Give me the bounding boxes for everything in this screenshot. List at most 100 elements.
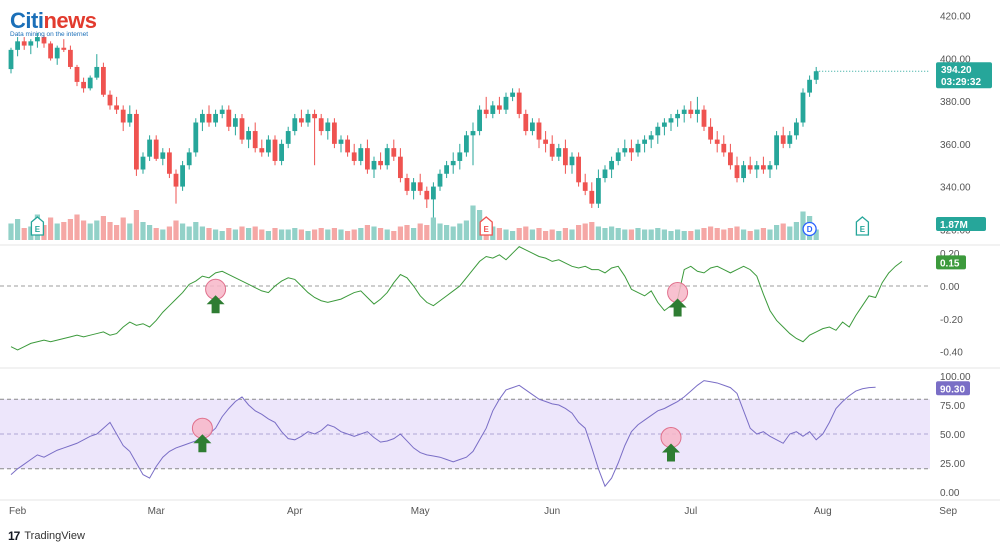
candle[interactable] <box>477 109 482 132</box>
candle[interactable] <box>563 148 568 166</box>
candle[interactable] <box>510 92 515 97</box>
candle[interactable] <box>549 143 555 157</box>
candle[interactable] <box>734 165 740 179</box>
candle[interactable] <box>299 118 304 123</box>
candle[interactable] <box>272 139 278 161</box>
candle[interactable] <box>701 109 707 127</box>
candle[interactable] <box>543 139 548 144</box>
candle[interactable] <box>807 79 812 93</box>
candle[interactable] <box>741 165 746 179</box>
candle[interactable] <box>695 109 700 114</box>
candle[interactable] <box>233 118 238 127</box>
candle[interactable] <box>490 105 496 114</box>
candle[interactable] <box>602 169 608 179</box>
candle[interactable] <box>213 113 218 123</box>
candle[interactable] <box>503 96 509 110</box>
candle[interactable] <box>167 152 172 174</box>
candle[interactable] <box>219 109 225 114</box>
candle[interactable] <box>596 178 601 204</box>
candle[interactable] <box>48 43 53 59</box>
candle[interactable] <box>523 113 529 132</box>
candle[interactable] <box>437 173 443 187</box>
candle[interactable] <box>424 190 430 200</box>
candle[interactable] <box>648 135 654 140</box>
candle[interactable] <box>444 165 449 174</box>
candle[interactable] <box>200 113 205 123</box>
candle[interactable] <box>622 148 628 153</box>
candle[interactable] <box>107 94 113 106</box>
candle[interactable] <box>252 131 258 149</box>
candle[interactable] <box>292 118 298 132</box>
candle[interactable] <box>332 122 337 144</box>
candle[interactable] <box>279 143 284 161</box>
candle[interactable] <box>536 122 542 140</box>
candle[interactable] <box>457 152 463 161</box>
candle[interactable] <box>530 122 535 132</box>
candle[interactable] <box>780 135 786 144</box>
earnings-event-icon[interactable] <box>479 216 493 236</box>
candle[interactable] <box>160 152 166 159</box>
candle[interactable] <box>767 165 773 170</box>
candle[interactable] <box>312 113 317 119</box>
tradingview-footer[interactable]: 17 TradingView <box>8 529 85 543</box>
candle[interactable] <box>338 139 344 144</box>
candle[interactable] <box>569 156 575 166</box>
earnings-event-icon[interactable] <box>855 216 870 236</box>
candle[interactable] <box>15 41 20 50</box>
candle[interactable] <box>259 148 265 153</box>
candle[interactable] <box>345 139 350 153</box>
candle[interactable] <box>134 113 139 170</box>
candle[interactable] <box>675 113 680 119</box>
candle[interactable] <box>668 118 674 123</box>
candle[interactable] <box>483 109 489 114</box>
candle[interactable] <box>365 148 370 170</box>
candle[interactable] <box>378 160 383 166</box>
candle[interactable] <box>411 182 416 191</box>
candle[interactable] <box>556 148 562 157</box>
candle[interactable] <box>754 165 760 170</box>
candle[interactable] <box>74 66 80 82</box>
candle[interactable] <box>688 109 694 114</box>
candle[interactable] <box>325 122 331 132</box>
candle[interactable] <box>391 148 397 157</box>
candle[interactable] <box>662 122 667 127</box>
candle[interactable] <box>681 109 687 114</box>
candle[interactable] <box>266 139 271 153</box>
candle[interactable] <box>147 139 152 157</box>
candle[interactable] <box>497 105 502 110</box>
candle[interactable] <box>239 118 245 140</box>
candle[interactable] <box>714 139 720 144</box>
candle[interactable] <box>761 165 766 170</box>
candle[interactable] <box>635 143 641 153</box>
candle[interactable] <box>226 109 232 127</box>
candle[interactable] <box>774 135 779 166</box>
candle[interactable] <box>516 92 522 114</box>
candle[interactable] <box>747 165 753 170</box>
candle[interactable] <box>305 113 311 123</box>
candle[interactable] <box>285 131 291 144</box>
candle[interactable] <box>173 173 179 187</box>
candle[interactable] <box>642 139 647 144</box>
candle[interactable] <box>404 178 410 191</box>
candle[interactable] <box>81 81 86 89</box>
candle[interactable] <box>384 148 390 166</box>
candle[interactable] <box>351 152 357 161</box>
candle[interactable] <box>61 47 67 50</box>
candle[interactable] <box>87 77 93 89</box>
candle[interactable] <box>450 160 456 166</box>
candle[interactable] <box>431 186 436 200</box>
candle[interactable] <box>101 66 106 95</box>
candle[interactable] <box>708 126 713 140</box>
candle[interactable] <box>609 160 614 170</box>
candle[interactable] <box>35 37 40 42</box>
candle[interactable] <box>140 156 146 170</box>
candle[interactable] <box>589 190 595 204</box>
candle[interactable] <box>21 41 27 46</box>
candle[interactable] <box>193 122 199 153</box>
candle[interactable] <box>8 49 14 70</box>
candle[interactable] <box>318 118 324 132</box>
candle[interactable] <box>794 122 799 136</box>
candle[interactable] <box>787 135 793 144</box>
candle[interactable] <box>398 156 403 179</box>
candle[interactable] <box>655 126 661 136</box>
